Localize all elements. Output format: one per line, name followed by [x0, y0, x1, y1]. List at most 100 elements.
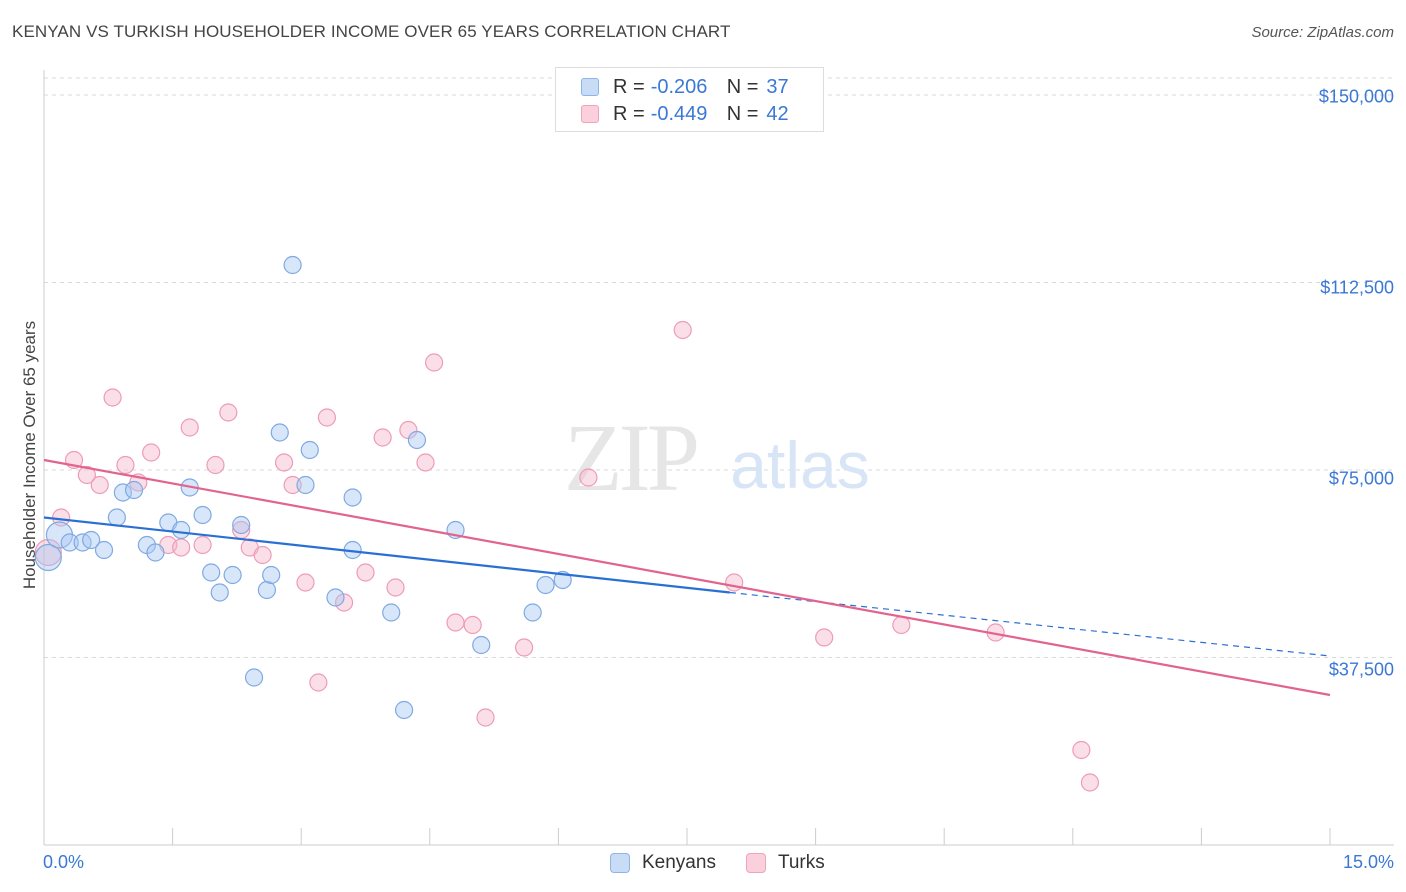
kenyans-point [146, 543, 165, 562]
kenyans-point [172, 520, 191, 540]
turks-trend-line [43, 458, 1331, 697]
turks-point [103, 388, 122, 407]
kenyans-point [202, 563, 221, 582]
kenyans-point [94, 540, 114, 560]
kenyans-swatch [581, 78, 599, 96]
kenyans-point [523, 603, 542, 622]
kenyans-legend-label: Kenyans [642, 852, 716, 873]
legend-item-turks: Turks [745, 852, 825, 874]
turks-point [334, 593, 354, 612]
turks-point [90, 475, 109, 495]
turks-point [373, 428, 392, 447]
kenyans-point [223, 565, 242, 585]
watermark-zip: ZIP [564, 404, 697, 511]
legend-row-turks: R = -0.449 N = 42 [581, 101, 789, 127]
turks-point [356, 563, 375, 582]
turks-point [515, 638, 534, 657]
turks-point [77, 465, 96, 485]
turks-point [142, 443, 161, 462]
kenyans-point [60, 533, 79, 552]
n-label: N = [726, 75, 759, 98]
kenyans-point [326, 588, 345, 607]
turks-point [296, 573, 315, 592]
x-tick-max: 15.0% [1342, 852, 1394, 872]
kenyans-point [394, 700, 414, 720]
turks-point [219, 403, 238, 422]
turks-legend-swatch [745, 853, 766, 873]
trend-lines [43, 458, 1331, 697]
kenyans-point [472, 635, 491, 655]
kenyans-point [210, 583, 229, 602]
turks-point [116, 455, 135, 475]
turks-point [386, 578, 405, 597]
grid-lines [44, 77, 1394, 658]
turks-point [673, 320, 692, 340]
kenyans-point [124, 480, 144, 500]
y-tick-112500: $112,500 [1320, 277, 1394, 298]
turks-n-value: 42 [766, 102, 789, 125]
legend-item-kenyans: Kenyans [610, 852, 716, 874]
turks-point [283, 475, 302, 495]
kenyans-n-value: 37 [766, 75, 789, 98]
turks-point [180, 418, 199, 437]
x-tick-min: 0.0% [43, 852, 85, 872]
turks-point [892, 615, 911, 635]
kenyans-r-value: -0.206 [650, 75, 708, 98]
turks-point [579, 468, 598, 487]
r-label: R = [613, 102, 645, 125]
turks-point [309, 673, 328, 692]
y-tick-75000: $75,000 [1328, 468, 1394, 489]
turks-swatch [581, 105, 599, 123]
kenyans-point [407, 430, 427, 450]
kenyans-point [296, 475, 315, 495]
r-label: R = [613, 75, 645, 98]
turks-point [815, 628, 834, 647]
turks-point [424, 353, 444, 372]
turks-point [725, 573, 744, 592]
kenyans-point [382, 603, 401, 622]
kenyans-trend-line [43, 516, 730, 594]
kenyans-point [300, 440, 319, 460]
kenyans-point [82, 530, 101, 550]
kenyans-point [107, 508, 126, 527]
kenyans-point [244, 668, 264, 687]
kenyans-point [536, 575, 555, 595]
kenyans-point [257, 580, 277, 600]
n-label: N = [726, 102, 759, 125]
turks-r-value: -0.449 [650, 102, 708, 125]
turks-point [317, 408, 337, 427]
series-turks [34, 320, 1100, 792]
y-tick-37500: $37,500 [1328, 659, 1394, 680]
y-tick-150000: $150,000 [1318, 86, 1394, 107]
legend-row-kenyans: R = -0.206 N = 37 [581, 74, 789, 100]
watermark-atlas: atlas [730, 428, 869, 502]
turks-point [172, 538, 191, 557]
kenyans-point [283, 255, 302, 275]
kenyans-point [232, 515, 251, 535]
turks-point [206, 455, 225, 475]
chart-title: KENYAN VS TURKISH HOUSEHOLDER INCOME OVE… [12, 22, 731, 41]
kenyans-point [193, 505, 212, 525]
turks-point [193, 535, 212, 555]
kenyans-point [262, 565, 281, 585]
kenyans-legend-swatch [610, 853, 630, 873]
series-kenyans [34, 255, 572, 720]
kenyans-point [270, 423, 289, 442]
series-legend: Kenyans Turks [610, 852, 855, 874]
kenyans-point [34, 543, 62, 572]
turks-point [463, 615, 482, 635]
watermark: ZIP atlas [564, 404, 870, 511]
turks-point [476, 708, 495, 727]
turks-point [253, 545, 272, 565]
source-label: Source: ZipAtlas.com [1251, 24, 1394, 41]
turks-point [1072, 740, 1091, 760]
turks-point [274, 453, 294, 472]
turks-point [416, 453, 435, 472]
turks-legend-label: Turks [777, 852, 825, 873]
kenyans-point [343, 488, 362, 507]
turks-point [446, 613, 465, 632]
axes [43, 70, 1394, 846]
correlation-legend: R = -0.206 N = 37 R = -0.449 N = 42 [555, 67, 824, 132]
kenyans-point [113, 483, 132, 502]
